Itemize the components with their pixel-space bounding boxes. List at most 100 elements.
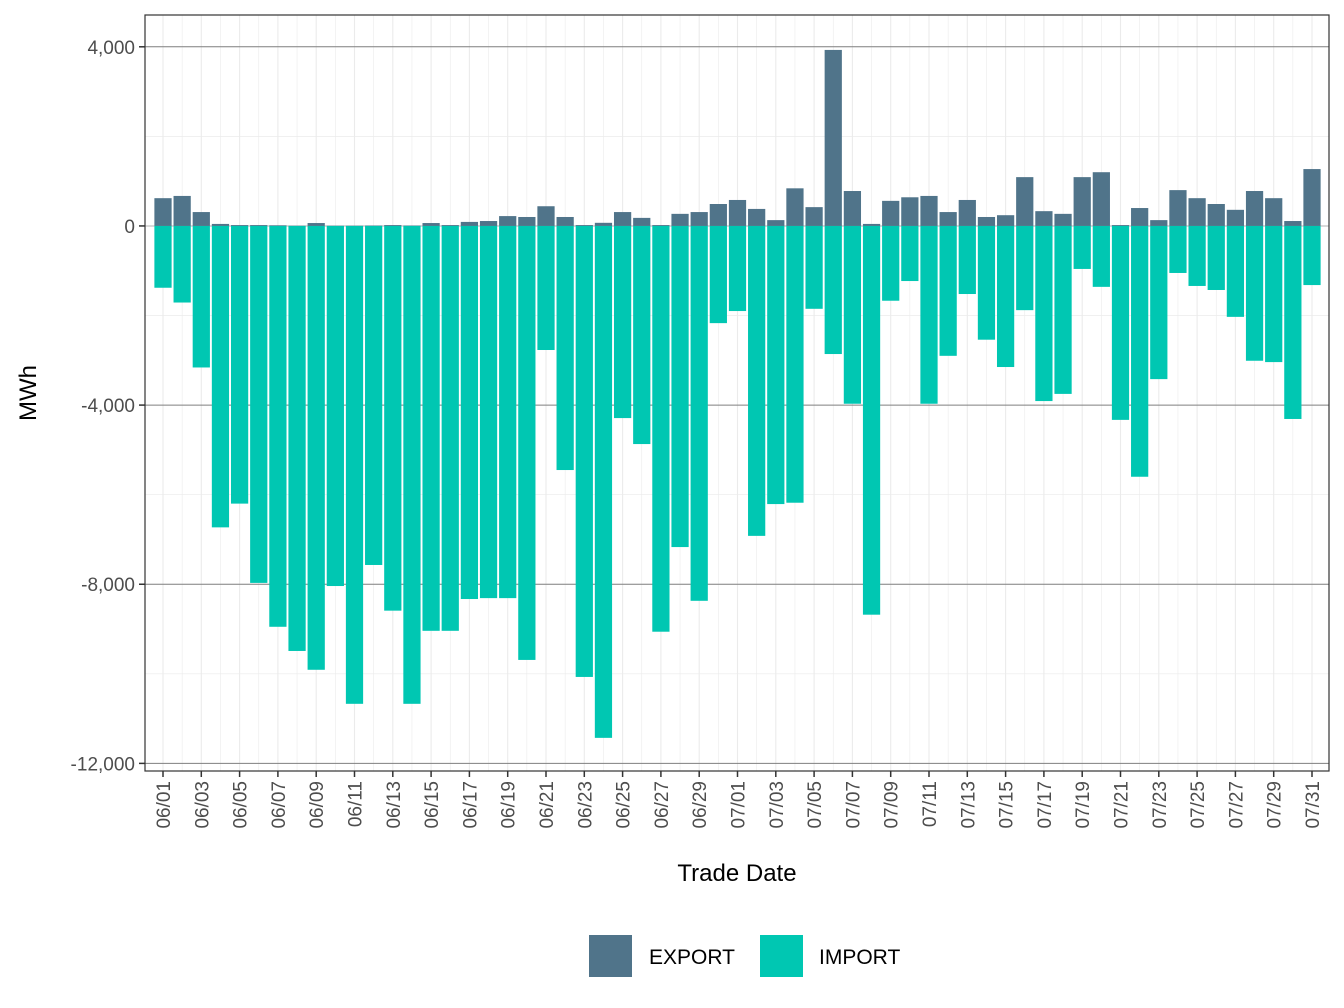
y-axis-title: MWh	[15, 365, 42, 421]
bar-export	[939, 212, 957, 226]
bar-import	[211, 225, 230, 528]
x-tick-label: 06/17	[460, 781, 481, 829]
bar-import	[652, 225, 670, 632]
bar-export	[1226, 209, 1245, 226]
bar-import	[594, 225, 613, 738]
bar-export	[1111, 225, 1130, 226]
bar-export	[1284, 221, 1302, 226]
bars	[154, 49, 1321, 738]
x-tick-label: 06/15	[422, 781, 443, 829]
bar-export	[1054, 213, 1072, 226]
bar-import	[786, 225, 804, 503]
y-tick-label: 0	[124, 217, 135, 238]
legend-label: IMPORT	[819, 946, 900, 969]
bar-import	[518, 225, 536, 660]
x-tick-label: 06/25	[614, 781, 635, 829]
legend-label: EXPORT	[649, 946, 735, 969]
bar-export	[958, 199, 976, 226]
x-tick-label: 06/05	[231, 781, 252, 829]
bar-import	[1035, 225, 1053, 402]
bar-import	[767, 225, 785, 505]
bar-import	[1226, 225, 1245, 317]
bar-import	[1284, 225, 1302, 419]
bar-export	[767, 220, 785, 226]
legend-item-import: IMPORT	[760, 935, 900, 977]
x-axis-title: Trade Date	[677, 860, 796, 887]
legend-swatch	[760, 935, 803, 977]
x-tick-label: 07/17	[1035, 781, 1056, 829]
bar-export	[652, 225, 670, 226]
x-tick-label: 07/03	[767, 781, 788, 829]
bar-import	[288, 225, 306, 651]
legend-swatch	[589, 935, 632, 977]
bar-import	[862, 225, 881, 615]
bar-import	[575, 225, 593, 677]
bar-import	[479, 225, 498, 599]
bar-export	[824, 49, 842, 226]
x-tick-label: 06/21	[537, 781, 558, 829]
bar-export	[862, 223, 881, 226]
legend: EXPORT IMPORT	[589, 935, 900, 977]
bar-export	[1035, 211, 1053, 226]
bar-import	[345, 225, 364, 704]
series-export	[154, 49, 1321, 227]
bar-export	[709, 204, 727, 226]
bar-import	[499, 225, 517, 599]
bar-export	[843, 191, 862, 226]
bar-import	[556, 225, 574, 471]
bar-export	[1092, 172, 1110, 226]
bar-import	[633, 225, 651, 445]
bar-import	[1265, 225, 1283, 363]
bar-export	[365, 225, 383, 226]
bar-import	[384, 225, 402, 611]
bar-export	[211, 223, 230, 226]
bar-import	[1150, 225, 1168, 380]
x-tick-label: 06/13	[384, 781, 405, 829]
bar-import	[250, 225, 268, 583]
bar-import	[269, 225, 287, 627]
bar-import	[748, 225, 766, 536]
x-tick-label: 07/31	[1303, 781, 1324, 829]
bar-export	[556, 216, 574, 226]
bar-import	[1054, 225, 1072, 394]
bar-import	[460, 225, 479, 600]
bar-export	[422, 223, 440, 226]
bar-import	[824, 225, 842, 355]
x-tick-label: 07/29	[1265, 781, 1286, 829]
x-tick-label: 06/23	[575, 781, 596, 829]
bar-import	[192, 225, 210, 368]
x-tick-label: 06/03	[192, 781, 213, 829]
bar-import	[805, 225, 823, 309]
bar-import	[1245, 225, 1264, 361]
bar-export	[460, 221, 479, 226]
y-tick-label: 4,000	[87, 38, 135, 59]
x-tick-label: 07/19	[1073, 781, 1094, 829]
bar-import	[173, 225, 191, 303]
x-tick-label: 07/21	[1112, 781, 1133, 829]
bar-import	[977, 225, 996, 340]
bar-import	[690, 225, 708, 601]
x-tick-label: 06/27	[652, 781, 673, 829]
bar-export	[575, 225, 593, 226]
bar-export	[384, 225, 402, 226]
x-tick-label: 07/09	[882, 781, 903, 829]
bar-export	[594, 222, 613, 226]
bar-export	[154, 198, 172, 226]
bar-import	[230, 225, 249, 504]
bar-import	[1188, 225, 1206, 286]
bar-import	[728, 225, 747, 312]
y-tick-label: -12,000	[71, 754, 135, 775]
bar-export	[1188, 198, 1206, 226]
bar-import	[1169, 225, 1187, 273]
bar-import	[901, 225, 919, 282]
y-tick-label: -4,000	[81, 396, 135, 417]
x-tick-label: 06/29	[690, 781, 711, 829]
bar-import	[1073, 225, 1091, 269]
bar-import	[1092, 225, 1110, 287]
bar-import	[920, 225, 938, 404]
bar-export	[1131, 208, 1149, 226]
bar-export	[633, 217, 651, 226]
bar-export	[901, 197, 919, 226]
bar-import	[939, 225, 957, 356]
